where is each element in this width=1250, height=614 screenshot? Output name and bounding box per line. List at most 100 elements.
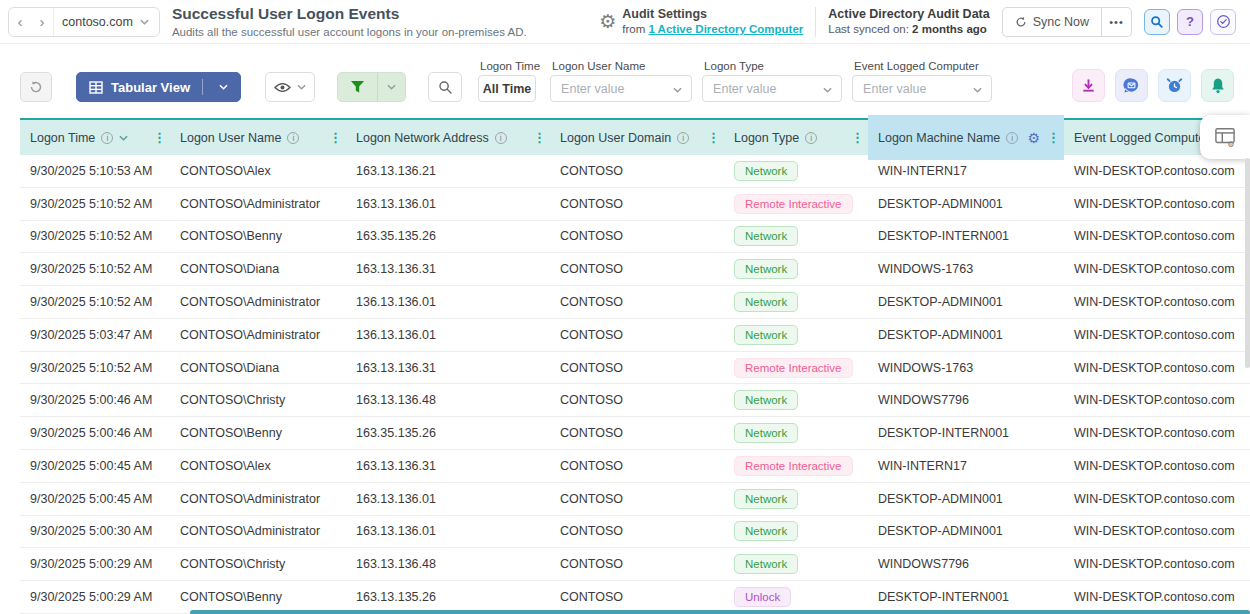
sync-now-label: Sync Now (1033, 15, 1089, 29)
view-options-button[interactable] (265, 72, 315, 102)
cell-logon-user-domain: CONTOSO (550, 417, 724, 449)
column-header-logon-time[interactable]: Logon Time i ⋮ (20, 120, 170, 155)
column-settings-gear-icon[interactable]: ⚙ (1027, 130, 1040, 146)
table-row[interactable]: 9/30/2025 5:10:52 AM CONTOSO\Diana 163.1… (20, 352, 1250, 385)
cell-logon-network-address: 163.13.136.31 (346, 450, 550, 482)
cell-event-logged-computer: WIN-DESKTOP.contoso.com (1064, 286, 1250, 318)
filter-label: Logon User Name (550, 60, 692, 72)
filter-button[interactable] (337, 72, 406, 102)
chevron-down-icon[interactable] (673, 87, 682, 93)
column-label: Logon Machine Name (878, 131, 1000, 145)
info-icon[interactable]: i (677, 132, 689, 144)
table-row[interactable]: 9/30/2025 5:00:29 AM CONTOSO\Christy 163… (20, 548, 1250, 581)
chevron-down-icon[interactable] (823, 87, 832, 93)
audit-computer-link[interactable]: 1 Active Directory Computer (648, 23, 803, 35)
info-icon[interactable]: i (1006, 132, 1018, 144)
table-row[interactable]: 9/30/2025 5:10:52 AM CONTOSO\Diana 163.1… (20, 253, 1250, 286)
approval-button[interactable] (1210, 9, 1236, 35)
cell-logon-user-name: CONTOSO\Administrator (170, 286, 346, 318)
domain-selector[interactable]: contoso.com (53, 8, 159, 36)
table-search-button[interactable] (428, 72, 462, 102)
logon-type-badge: Network (734, 292, 798, 312)
column-menu-icon[interactable]: ⋮ (707, 130, 720, 145)
logon-type-badge: Unlock (734, 587, 791, 607)
logon-user-name-input[interactable] (551, 76, 691, 101)
info-icon[interactable]: i (805, 132, 817, 144)
table-row[interactable]: 9/30/2025 5:10:52 AM CONTOSO\Administrat… (20, 286, 1250, 319)
table-row[interactable]: 9/30/2025 5:00:45 AM CONTOSO\Alex 163.13… (20, 450, 1250, 483)
alarm-clock-icon (1166, 77, 1183, 94)
cell-logon-machine-name: DESKTOP-INTERN001 (868, 221, 1064, 253)
cell-logon-type: Network (724, 516, 868, 548)
cell-logon-type: Network (724, 417, 868, 449)
cell-logon-user-name: CONTOSO\Benny (170, 221, 346, 253)
cell-logon-network-address: 163.13.136.48 (346, 548, 550, 580)
column-label: Logon Network Address (356, 131, 489, 145)
table-row[interactable]: 9/30/2025 5:03:47 AM CONTOSO\Administrat… (20, 319, 1250, 352)
column-chooser-button[interactable]: ⚙ (1200, 115, 1250, 159)
cell-logon-type: Network (724, 286, 868, 318)
cell-logon-user-domain: CONTOSO (550, 483, 724, 515)
global-search-button[interactable] (1144, 9, 1170, 35)
logon-time-filter-button[interactable]: All Time (478, 75, 536, 102)
info-icon[interactable]: i (495, 132, 507, 144)
table-row[interactable]: 9/30/2025 5:00:30 AM CONTOSO\Administrat… (20, 516, 1250, 549)
message-button[interactable] (1115, 69, 1148, 102)
column-header-logon-user-domain[interactable]: Logon User Domain i ⋮ (550, 120, 724, 155)
filter-dropdown-toggle[interactable] (377, 73, 405, 101)
table-row[interactable]: 9/30/2025 5:00:46 AM CONTOSO\Christy 163… (20, 384, 1250, 417)
table-row[interactable]: 9/30/2025 5:10:52 AM CONTOSO\Benny 163.3… (20, 221, 1250, 254)
column-menu-icon[interactable]: ⋮ (533, 130, 546, 145)
column-header-logon-type[interactable]: Logon Type i ⋮ (724, 120, 868, 155)
chevron-down-icon[interactable] (973, 87, 982, 93)
cell-logon-network-address: 136.13.136.01 (346, 319, 550, 351)
logon-type-badge: Network (734, 521, 798, 541)
report-toolbar: Tabular View Logon Time All Time Logon U (0, 44, 1250, 112)
sort-descending-icon[interactable] (119, 135, 128, 141)
cell-logon-time: 9/30/2025 5:00:46 AM (20, 417, 170, 449)
column-header-logon-network-address[interactable]: Logon Network Address i ⋮ (346, 120, 550, 155)
page-title: Successful User Logon Events (172, 4, 527, 23)
divider (202, 79, 203, 95)
cell-logon-network-address: 163.13.136.21 (346, 155, 550, 187)
cell-logon-user-name: CONTOSO\Benny (170, 417, 346, 449)
info-icon[interactable]: i (287, 132, 299, 144)
notifications-button[interactable] (1201, 69, 1234, 102)
logon-type-input[interactable] (703, 76, 841, 101)
chat-envelope-icon (1123, 77, 1140, 94)
table-row[interactable]: 9/30/2025 5:10:53 AM CONTOSO\Alex 163.13… (20, 155, 1250, 188)
filter-logon-user-name: Logon User Name (550, 60, 692, 102)
horizontal-scrollbar[interactable] (190, 610, 1250, 614)
column-header-logon-user-name[interactable]: Logon User Name i ⋮ (170, 120, 346, 155)
cell-logon-time: 9/30/2025 5:10:52 AM (20, 188, 170, 220)
refresh-button[interactable] (20, 72, 52, 102)
table-row[interactable]: 9/30/2025 5:00:45 AM CONTOSO\Administrat… (20, 483, 1250, 516)
cell-logon-machine-name: WINDOWS-1763 (868, 253, 1064, 285)
column-label: Event Logged Computer (1074, 131, 1210, 145)
table-row[interactable]: 9/30/2025 5:00:46 AM CONTOSO\Benny 163.3… (20, 417, 1250, 450)
nav-forward-button[interactable]: › (31, 8, 53, 36)
help-button[interactable]: ? (1177, 9, 1203, 35)
nav-back-button[interactable]: ‹ (9, 8, 31, 36)
column-menu-icon[interactable]: ⋮ (329, 130, 342, 145)
column-menu-icon[interactable]: ⋮ (153, 130, 166, 145)
bell-icon (1210, 77, 1226, 94)
column-menu-icon[interactable]: ⋮ (1047, 130, 1060, 145)
cell-event-logged-computer: WIN-DESKTOP.contoso.com (1064, 253, 1250, 285)
cell-logon-user-name: CONTOSO\Administrator (170, 319, 346, 351)
alarm-button[interactable] (1158, 69, 1191, 102)
column-header-logon-machine-name[interactable]: Logon Machine Name i ⚙ ⋮ (868, 115, 1064, 160)
search-icon (438, 80, 453, 95)
table-row[interactable]: 9/30/2025 5:10:52 AM CONTOSO\Administrat… (20, 188, 1250, 221)
column-menu-icon[interactable]: ⋮ (851, 130, 864, 145)
more-options-button[interactable]: ••• (1102, 7, 1132, 37)
vertical-scrollbar[interactable] (1245, 158, 1250, 368)
info-icon[interactable]: i (101, 132, 113, 144)
export-button[interactable] (1072, 69, 1105, 102)
cell-logon-user-domain: CONTOSO (550, 155, 724, 187)
sync-now-button[interactable]: Sync Now (1002, 7, 1102, 37)
cell-logon-user-domain: CONTOSO (550, 581, 724, 613)
tabular-view-button[interactable]: Tabular View (76, 72, 241, 102)
cell-logon-time: 9/30/2025 5:10:52 AM (20, 286, 170, 318)
event-logged-computer-input[interactable] (853, 76, 991, 101)
